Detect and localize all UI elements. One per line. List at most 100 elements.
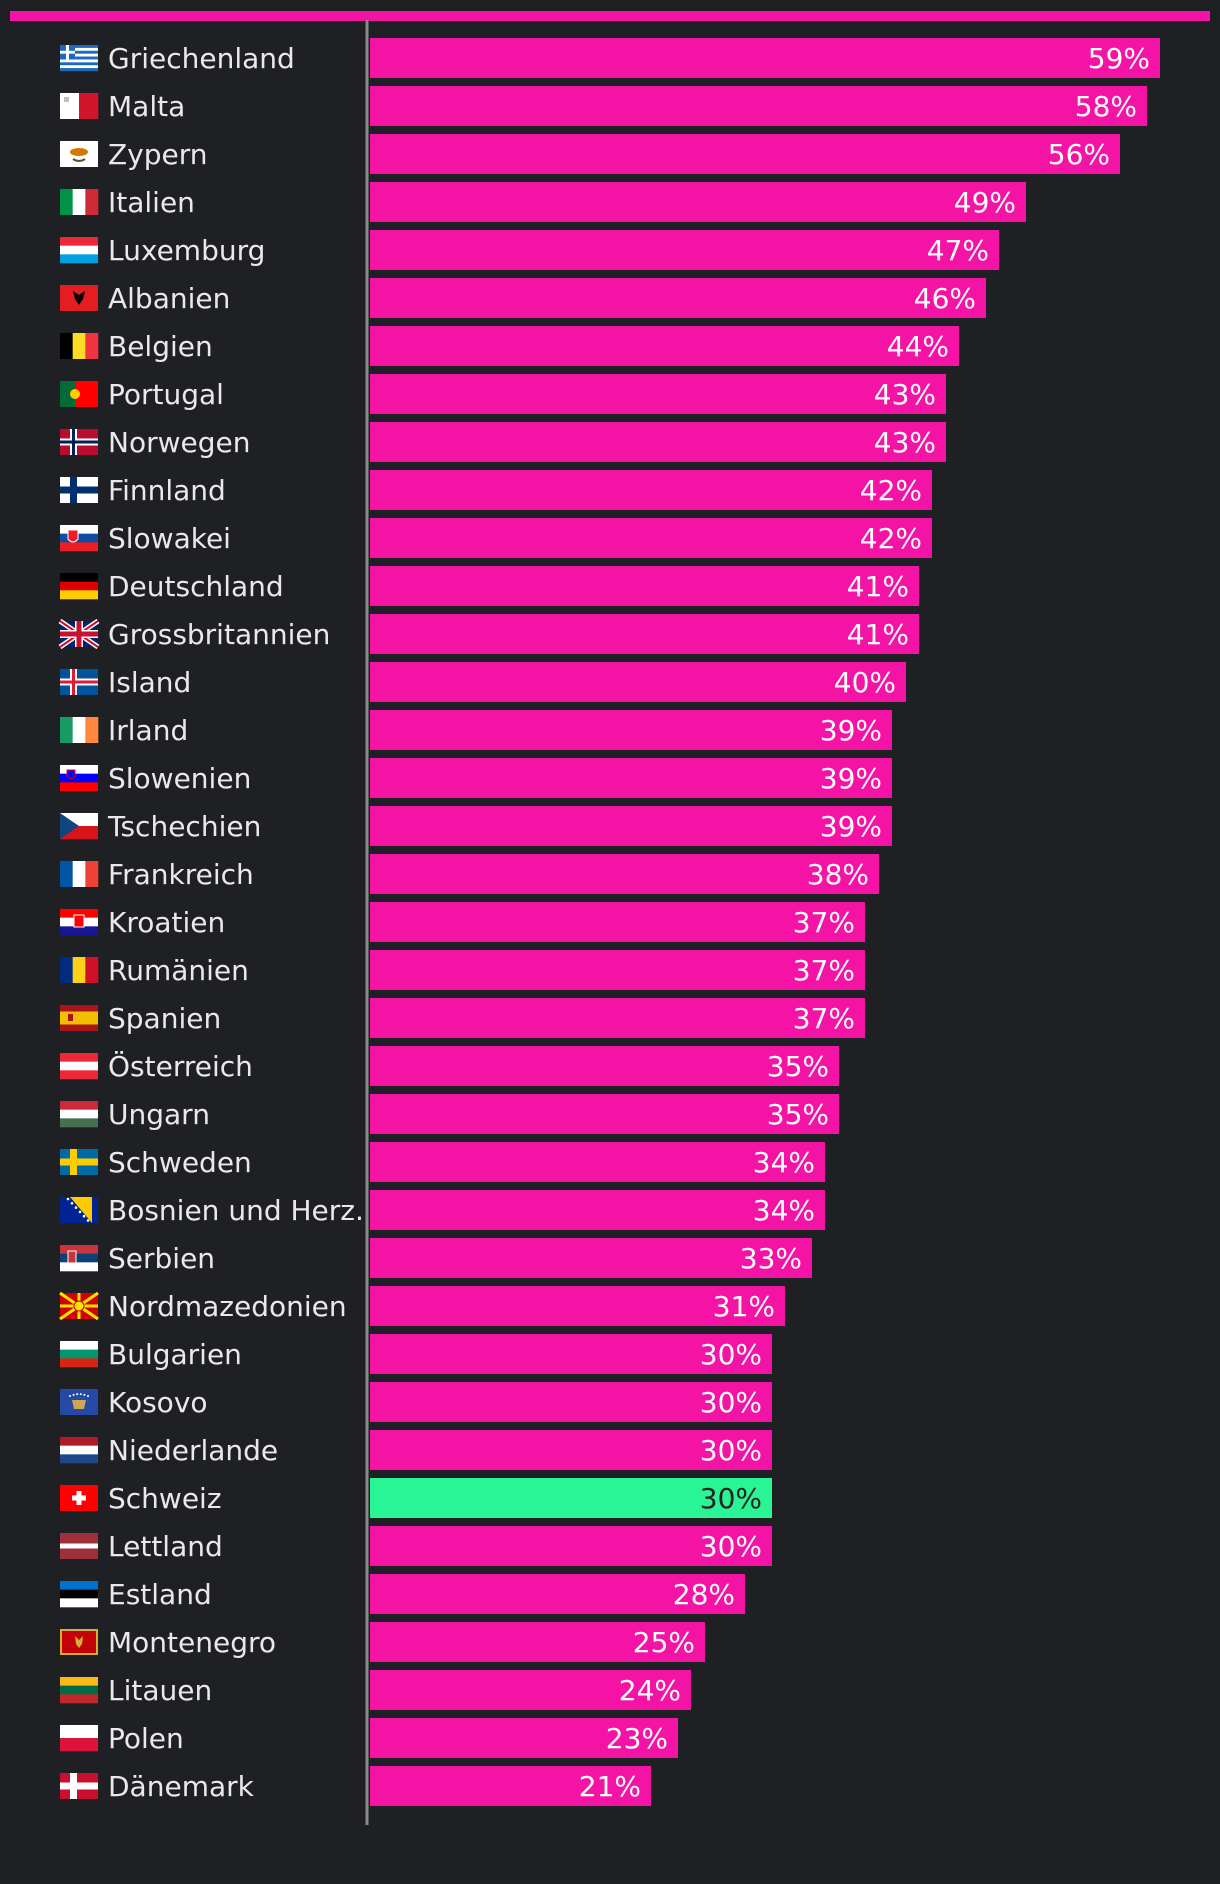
croatia-flag xyxy=(60,909,98,936)
lithuania-flag xyxy=(60,1677,98,1704)
category-label: Malta xyxy=(108,90,185,123)
value-label: 43% xyxy=(874,378,936,411)
bar xyxy=(370,1286,785,1326)
category-label: Kroatien xyxy=(108,906,225,939)
bar xyxy=(370,1382,772,1422)
bar xyxy=(370,710,892,750)
slovenia-flag xyxy=(60,765,98,792)
uk-flag xyxy=(58,618,100,650)
top-accent-bar xyxy=(10,11,1210,21)
bar xyxy=(370,854,879,894)
bar xyxy=(370,1190,825,1230)
belgium-flag xyxy=(60,333,99,359)
value-label: 23% xyxy=(606,1722,668,1755)
czechia-flag xyxy=(60,813,98,840)
category-label: Finnland xyxy=(108,474,226,507)
kosovo-flag xyxy=(60,1389,98,1415)
portugal-flag xyxy=(60,381,98,407)
bar xyxy=(370,566,919,606)
value-label: 30% xyxy=(700,1482,762,1515)
value-label: 37% xyxy=(793,906,855,939)
germany-flag xyxy=(60,573,98,600)
bar xyxy=(370,1238,812,1278)
bar xyxy=(370,1718,678,1758)
category-label: Serbien xyxy=(108,1242,215,1275)
value-label: 39% xyxy=(820,810,882,843)
italy-flag xyxy=(60,189,99,215)
bar xyxy=(370,182,1026,222)
value-label: 34% xyxy=(753,1146,815,1179)
category-label: Lettland xyxy=(108,1530,223,1563)
norway-flag xyxy=(60,429,98,455)
value-label: 30% xyxy=(700,1386,762,1419)
france-flag xyxy=(60,861,99,887)
category-label: Nordmazedonien xyxy=(108,1290,347,1323)
value-label: 30% xyxy=(700,1338,762,1371)
category-label: Österreich xyxy=(108,1049,253,1083)
value-label: 35% xyxy=(767,1098,829,1131)
bar xyxy=(370,1142,825,1182)
category-label: Tschechien xyxy=(107,810,261,843)
hungary-flag xyxy=(60,1101,98,1128)
switzerland-flag xyxy=(60,1485,98,1511)
bar xyxy=(370,950,865,990)
spain-flag xyxy=(60,1005,98,1031)
bar xyxy=(370,998,865,1038)
bar xyxy=(370,38,1160,78)
value-label: 43% xyxy=(874,426,936,459)
cyprus-flag xyxy=(60,141,98,167)
netherlands-flag xyxy=(60,1437,98,1464)
finland-flag xyxy=(60,477,98,503)
bar xyxy=(370,422,946,462)
bar xyxy=(370,278,986,318)
value-label: 28% xyxy=(673,1578,735,1611)
category-label: Zypern xyxy=(108,138,208,171)
iceland-flag xyxy=(60,669,98,695)
value-label: 35% xyxy=(767,1050,829,1083)
denmark-flag xyxy=(60,1773,98,1799)
category-label: Norwegen xyxy=(108,426,250,459)
category-label: Island xyxy=(108,666,191,699)
serbia-flag xyxy=(60,1245,98,1272)
albania-flag xyxy=(60,285,98,311)
category-label: Grossbritannien xyxy=(108,618,330,651)
category-label: Bulgarien xyxy=(108,1338,242,1371)
bar xyxy=(370,1430,772,1470)
category-label: Kosovo xyxy=(108,1386,208,1419)
category-label: Irland xyxy=(108,714,188,747)
value-label: 37% xyxy=(793,1002,855,1035)
value-label: 24% xyxy=(619,1674,681,1707)
bar xyxy=(370,86,1147,126)
bar xyxy=(370,230,999,270)
bar xyxy=(370,1478,772,1518)
north-macedonia-flag xyxy=(59,1291,99,1321)
value-label: 41% xyxy=(847,570,909,603)
bosnia-flag xyxy=(60,1197,98,1223)
luxembourg-flag xyxy=(60,237,98,264)
category-label: Slowakei xyxy=(108,522,231,555)
category-label: Slowenien xyxy=(108,762,251,795)
bar xyxy=(370,1622,705,1662)
bar xyxy=(370,518,932,558)
bar xyxy=(370,1094,839,1134)
value-label: 38% xyxy=(807,858,869,891)
value-label: 42% xyxy=(860,474,922,507)
value-label: 49% xyxy=(954,186,1016,219)
value-label: 37% xyxy=(793,954,855,987)
bar xyxy=(370,902,865,942)
value-label: 21% xyxy=(579,1770,641,1803)
poland-flag xyxy=(60,1725,98,1752)
bar xyxy=(370,1670,691,1710)
category-label: Spanien xyxy=(108,1002,221,1035)
bar xyxy=(370,1766,651,1806)
category-label: Polen xyxy=(108,1722,184,1755)
bar xyxy=(370,758,892,798)
sweden-flag xyxy=(60,1149,98,1175)
bar xyxy=(370,374,946,414)
category-label: Rumänien xyxy=(108,954,249,987)
category-label: Luxemburg xyxy=(108,234,265,267)
category-label: Frankreich xyxy=(108,858,254,891)
value-label: 33% xyxy=(740,1242,802,1275)
bar xyxy=(370,662,906,702)
